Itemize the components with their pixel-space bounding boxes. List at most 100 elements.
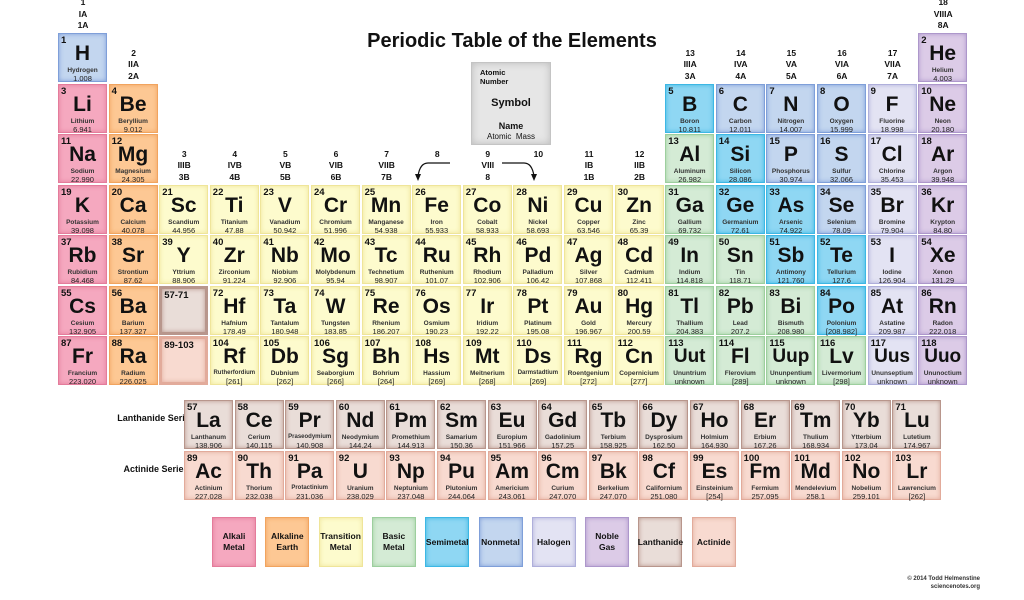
element-cell-la[interactable]: 57 La Lanthanum 138.906: [184, 400, 233, 450]
element-cell-h[interactable]: 1 H Hydrogen 1.008: [58, 33, 107, 83]
element-cell-ra[interactable]: 88 Ra Radium 226.025: [108, 336, 158, 386]
element-cell-cd[interactable]: 48 Cd Cadmium 112.411: [614, 235, 664, 285]
element-cell-hf[interactable]: 72 Hf Hafnium 178.49: [209, 285, 259, 336]
element-cell-uus[interactable]: 117 Uus Ununseptium unknown: [867, 336, 917, 386]
element-cell-as[interactable]: 33 As Arsenic 74.922: [766, 184, 816, 235]
element-cell-ag[interactable]: 47 Ag Silver 107.868: [564, 235, 613, 285]
element-cell-cl[interactable]: 17 Cl Chlorine 35.453: [867, 134, 917, 184]
element-cell-si[interactable]: 14 Si Silicon 28.086: [715, 134, 765, 184]
element-cell-ca[interactable]: 20 Ca Calcium 40.078: [108, 184, 158, 235]
element-cell-k[interactable]: 19 K Potassium 39.098: [58, 184, 107, 235]
element-cell-re[interactable]: 75 Re Rhenium 186.207: [361, 285, 411, 336]
element-cell-cr[interactable]: 24 Cr Chromium 51.996: [311, 184, 360, 235]
element-cell-ds[interactable]: 110 Ds Darmstadtium [269]: [513, 336, 563, 386]
element-cell-uut[interactable]: 113 Uut Ununtrium unknown: [665, 336, 715, 386]
element-cell-pd[interactable]: 46 Pd Palladium 106.42: [513, 235, 563, 285]
element-cell-lv[interactable]: 116 Lv Livermorium [298]: [817, 336, 866, 386]
element-cell-v[interactable]: 23 V Vanadium 50.942: [260, 184, 310, 235]
element-cell-ne[interactable]: 10 Ne Neon 20.180: [918, 83, 968, 134]
element-cell-er[interactable]: 68 Er Erbium 167.26: [740, 400, 790, 450]
element-cell-ta[interactable]: 73 Ta Tantalum 180.948: [260, 285, 310, 336]
element-cell-rg[interactable]: 111 Rg Roentgenium [272]: [564, 336, 613, 386]
element-cell-ir[interactable]: 77 Ir Iridium 192.22: [462, 285, 512, 336]
element-cell-tm[interactable]: 69 Tm Thulium 168.934: [791, 400, 841, 450]
element-cell-tb[interactable]: 65 Tb Terbium 158.925: [588, 400, 638, 450]
element-cell-cs[interactable]: 55 Cs Cesium 132.905: [58, 285, 107, 336]
element-cell-pm[interactable]: 61 Pm Promethium 144.913: [386, 400, 436, 450]
element-cell-fl[interactable]: 114 Fl Flerovium [289]: [715, 336, 765, 386]
element-cell-zr[interactable]: 40 Zr Zirconium 91.224: [209, 235, 259, 285]
element-cell-li[interactable]: 3 Li Lithium 6.941: [58, 83, 107, 134]
element-cell-th[interactable]: 90 Th Thorium 232.038: [234, 451, 284, 501]
element-cell-al[interactable]: 13 Al Aluminum 26.982: [665, 134, 715, 184]
element-cell-ho[interactable]: 67 Ho Holmium 164.930: [690, 400, 739, 450]
element-cell-kr[interactable]: 36 Kr Krypton 84.80: [918, 184, 968, 235]
element-cell-s[interactable]: 16 S Sulfur 32.066: [817, 134, 866, 184]
element-cell-uup[interactable]: 115 Uup Ununpentium unknown: [766, 336, 816, 386]
element-cell-p[interactable]: 15 P Phosphorus 30.974: [766, 134, 816, 184]
element-cell-na[interactable]: 11 Na Sodium 22.990: [58, 134, 107, 184]
element-cell-b[interactable]: 5 B Boron 10.811: [665, 83, 715, 134]
element-cell-sm[interactable]: 62 Sm Samarium 150.36: [437, 400, 486, 450]
element-cell-ac[interactable]: 89 Ac Actinium 227.028: [184, 451, 233, 501]
element-cell-nd[interactable]: 60 Nd Neodymium 144.24: [335, 400, 385, 450]
element-cell-ba[interactable]: 56 Ba Barium 137.327: [108, 285, 158, 336]
element-cell-fm[interactable]: 100 Fm Fermium 257.095: [740, 451, 790, 501]
element-cell-ar[interactable]: 18 Ar Argon 39.948: [918, 134, 968, 184]
element-cell-pu[interactable]: 94 Pu Plutonium 244.064: [437, 451, 486, 501]
element-cell-sn[interactable]: 50 Sn Tin 118.71: [715, 235, 765, 285]
element-cell-c[interactable]: 6 C Carbon 12.011: [715, 83, 765, 134]
element-cell-cu[interactable]: 29 Cu Copper 63.546: [564, 184, 613, 235]
element-cell-rn[interactable]: 86 Rn Radon 222.018: [918, 285, 968, 336]
element-cell-po[interactable]: 84 Po Polonium [208.982]: [817, 285, 866, 336]
element-cell-rb[interactable]: 37 Rb Rubidium 84.468: [58, 235, 107, 285]
element-cell-tl[interactable]: 81 Tl Thallium 204.383: [665, 285, 715, 336]
element-cell-os[interactable]: 76 Os Osmium 190.23: [412, 285, 462, 336]
element-cell-y[interactable]: 39 Y Yttrium 88.906: [159, 235, 209, 285]
element-cell-he[interactable]: 2 He Helium 4.003: [918, 33, 968, 83]
element-cell-w[interactable]: 74 W Tungsten 183.85: [311, 285, 360, 336]
element-cell-es[interactable]: 99 Es Einsteinium [254]: [690, 451, 739, 501]
element-cell-ge[interactable]: 32 Ge Germanium 72.61: [715, 184, 765, 235]
element-cell-no[interactable]: 102 No Nobelium 259.101: [841, 451, 891, 501]
element-cell-pa[interactable]: 91 Pa Protactinium 231.036: [285, 451, 335, 501]
element-cell-sr[interactable]: 38 Sr Strontium 87.62: [108, 235, 158, 285]
element-cell-ce[interactable]: 58 Ce Cerium 140.115: [234, 400, 284, 450]
element-cell-sc[interactable]: 21 Sc Scandium 44.956: [159, 184, 209, 235]
element-cell-yb[interactable]: 70 Yb Ytterbium 173.04: [841, 400, 891, 450]
element-cell-hg[interactable]: 80 Hg Mercury 200.59: [614, 285, 664, 336]
element-cell-rh[interactable]: 45 Rh Rhodium 102.906: [462, 235, 512, 285]
element-cell-in[interactable]: 49 In Indium 114.818: [665, 235, 715, 285]
element-cell-uuo[interactable]: 118 Uuo Ununoctium unknown: [918, 336, 968, 386]
element-cell-fe[interactable]: 26 Fe Iron 55.933: [412, 184, 462, 235]
element-cell-mt[interactable]: 109 Mt Meitnerium [268]: [462, 336, 512, 386]
element-cell-pr[interactable]: 59 Pr Praseodymium 140.908: [285, 400, 335, 450]
element-cell-n[interactable]: 7 N Nitrogen 14.007: [766, 83, 816, 134]
element-cell-ga[interactable]: 31 Ga Gallium 69.732: [665, 184, 715, 235]
element-cell-o[interactable]: 8 O Oxygen 15.999: [817, 83, 866, 134]
element-cell-rf[interactable]: 104 Rf Rutherfordium [261]: [209, 336, 259, 386]
element-cell-eu[interactable]: 63 Eu Europium 151.966: [487, 400, 537, 450]
element-cell-lu[interactable]: 71 Lu Lutetium 174.967: [892, 400, 942, 450]
element-cell-i[interactable]: 53 I Iodine 126.904: [867, 235, 917, 285]
element-cell-nb[interactable]: 41 Nb Niobium 92.906: [260, 235, 310, 285]
element-cell-br[interactable]: 35 Br Bromine 79.904: [867, 184, 917, 235]
element-cell-lr[interactable]: 103 Lr Lawrencium [262]: [892, 451, 942, 501]
element-cell-te[interactable]: 52 Te Tellurium 127.6: [817, 235, 866, 285]
element-cell-gd[interactable]: 64 Gd Gadolinium 157.25: [538, 400, 588, 450]
element-cell-mn[interactable]: 25 Mn Manganese 54.938: [361, 184, 411, 235]
element-cell-pb[interactable]: 82 Pb Lead 207.2: [715, 285, 765, 336]
element-cell-be[interactable]: 4 Be Beryllium 9.012: [108, 83, 158, 134]
element-cell-f[interactable]: 9 F Fluorine 18.998: [867, 83, 917, 134]
element-cell-np[interactable]: 93 Np Neptunium 237.048: [386, 451, 436, 501]
element-cell-au[interactable]: 79 Au Gold 196.967: [564, 285, 613, 336]
element-cell-at[interactable]: 85 At Astatine 209.987: [867, 285, 917, 336]
element-cell-fr[interactable]: 87 Fr Francium 223.020: [58, 336, 107, 386]
element-cell-tc[interactable]: 43 Tc Technetium 98.907: [361, 235, 411, 285]
element-cell-hs[interactable]: 108 Hs Hassium [269]: [412, 336, 462, 386]
element-cell-ni[interactable]: 28 Ni Nickel 58.693: [513, 184, 563, 235]
element-cell-sb[interactable]: 51 Sb Antimony 121.760: [766, 235, 816, 285]
element-cell-mo[interactable]: 42 Mo Molybdenum 95.94: [311, 235, 360, 285]
element-cell-zn[interactable]: 30 Zn Zinc 65.39: [614, 184, 664, 235]
element-cell-ru[interactable]: 44 Ru Ruthenium 101.07: [412, 235, 462, 285]
